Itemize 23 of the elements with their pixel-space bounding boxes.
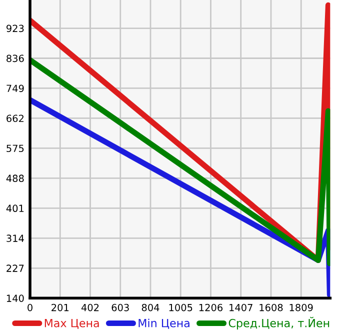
y-tick-label: 836 <box>6 54 24 62</box>
y-tick-label: 662 <box>6 114 24 122</box>
y-tick-label: 923 <box>6 24 24 32</box>
legend-label: Max Цена <box>44 319 99 329</box>
x-tick-label: 1206 <box>199 304 222 312</box>
legend-label: Сред.Цена, т.Йен <box>228 316 330 330</box>
y-tick-label: 140 <box>6 294 24 302</box>
y-tick-label: 575 <box>6 144 24 152</box>
y-tick-label: 314 <box>6 234 24 242</box>
x-tick-label: 804 <box>142 304 160 312</box>
x-tick-label: 1407 <box>230 304 252 312</box>
x-tick-label: 603 <box>112 304 129 312</box>
x-tick-label: 0 <box>28 304 32 312</box>
x-tick-label: 1608 <box>260 304 283 312</box>
x-tick-label: 201 <box>52 304 69 312</box>
y-tick-label: 749 <box>6 84 24 92</box>
x-tick-label: 402 <box>81 304 99 312</box>
y-tick-label: 227 <box>6 264 24 272</box>
x-tick-label: 1809 <box>290 304 313 312</box>
legend-label: Min Цена <box>138 318 190 329</box>
x-tick-label: 1005 <box>169 304 192 312</box>
y-tick-label: 401 <box>6 204 24 212</box>
y-tick-label: 488 <box>6 174 24 182</box>
